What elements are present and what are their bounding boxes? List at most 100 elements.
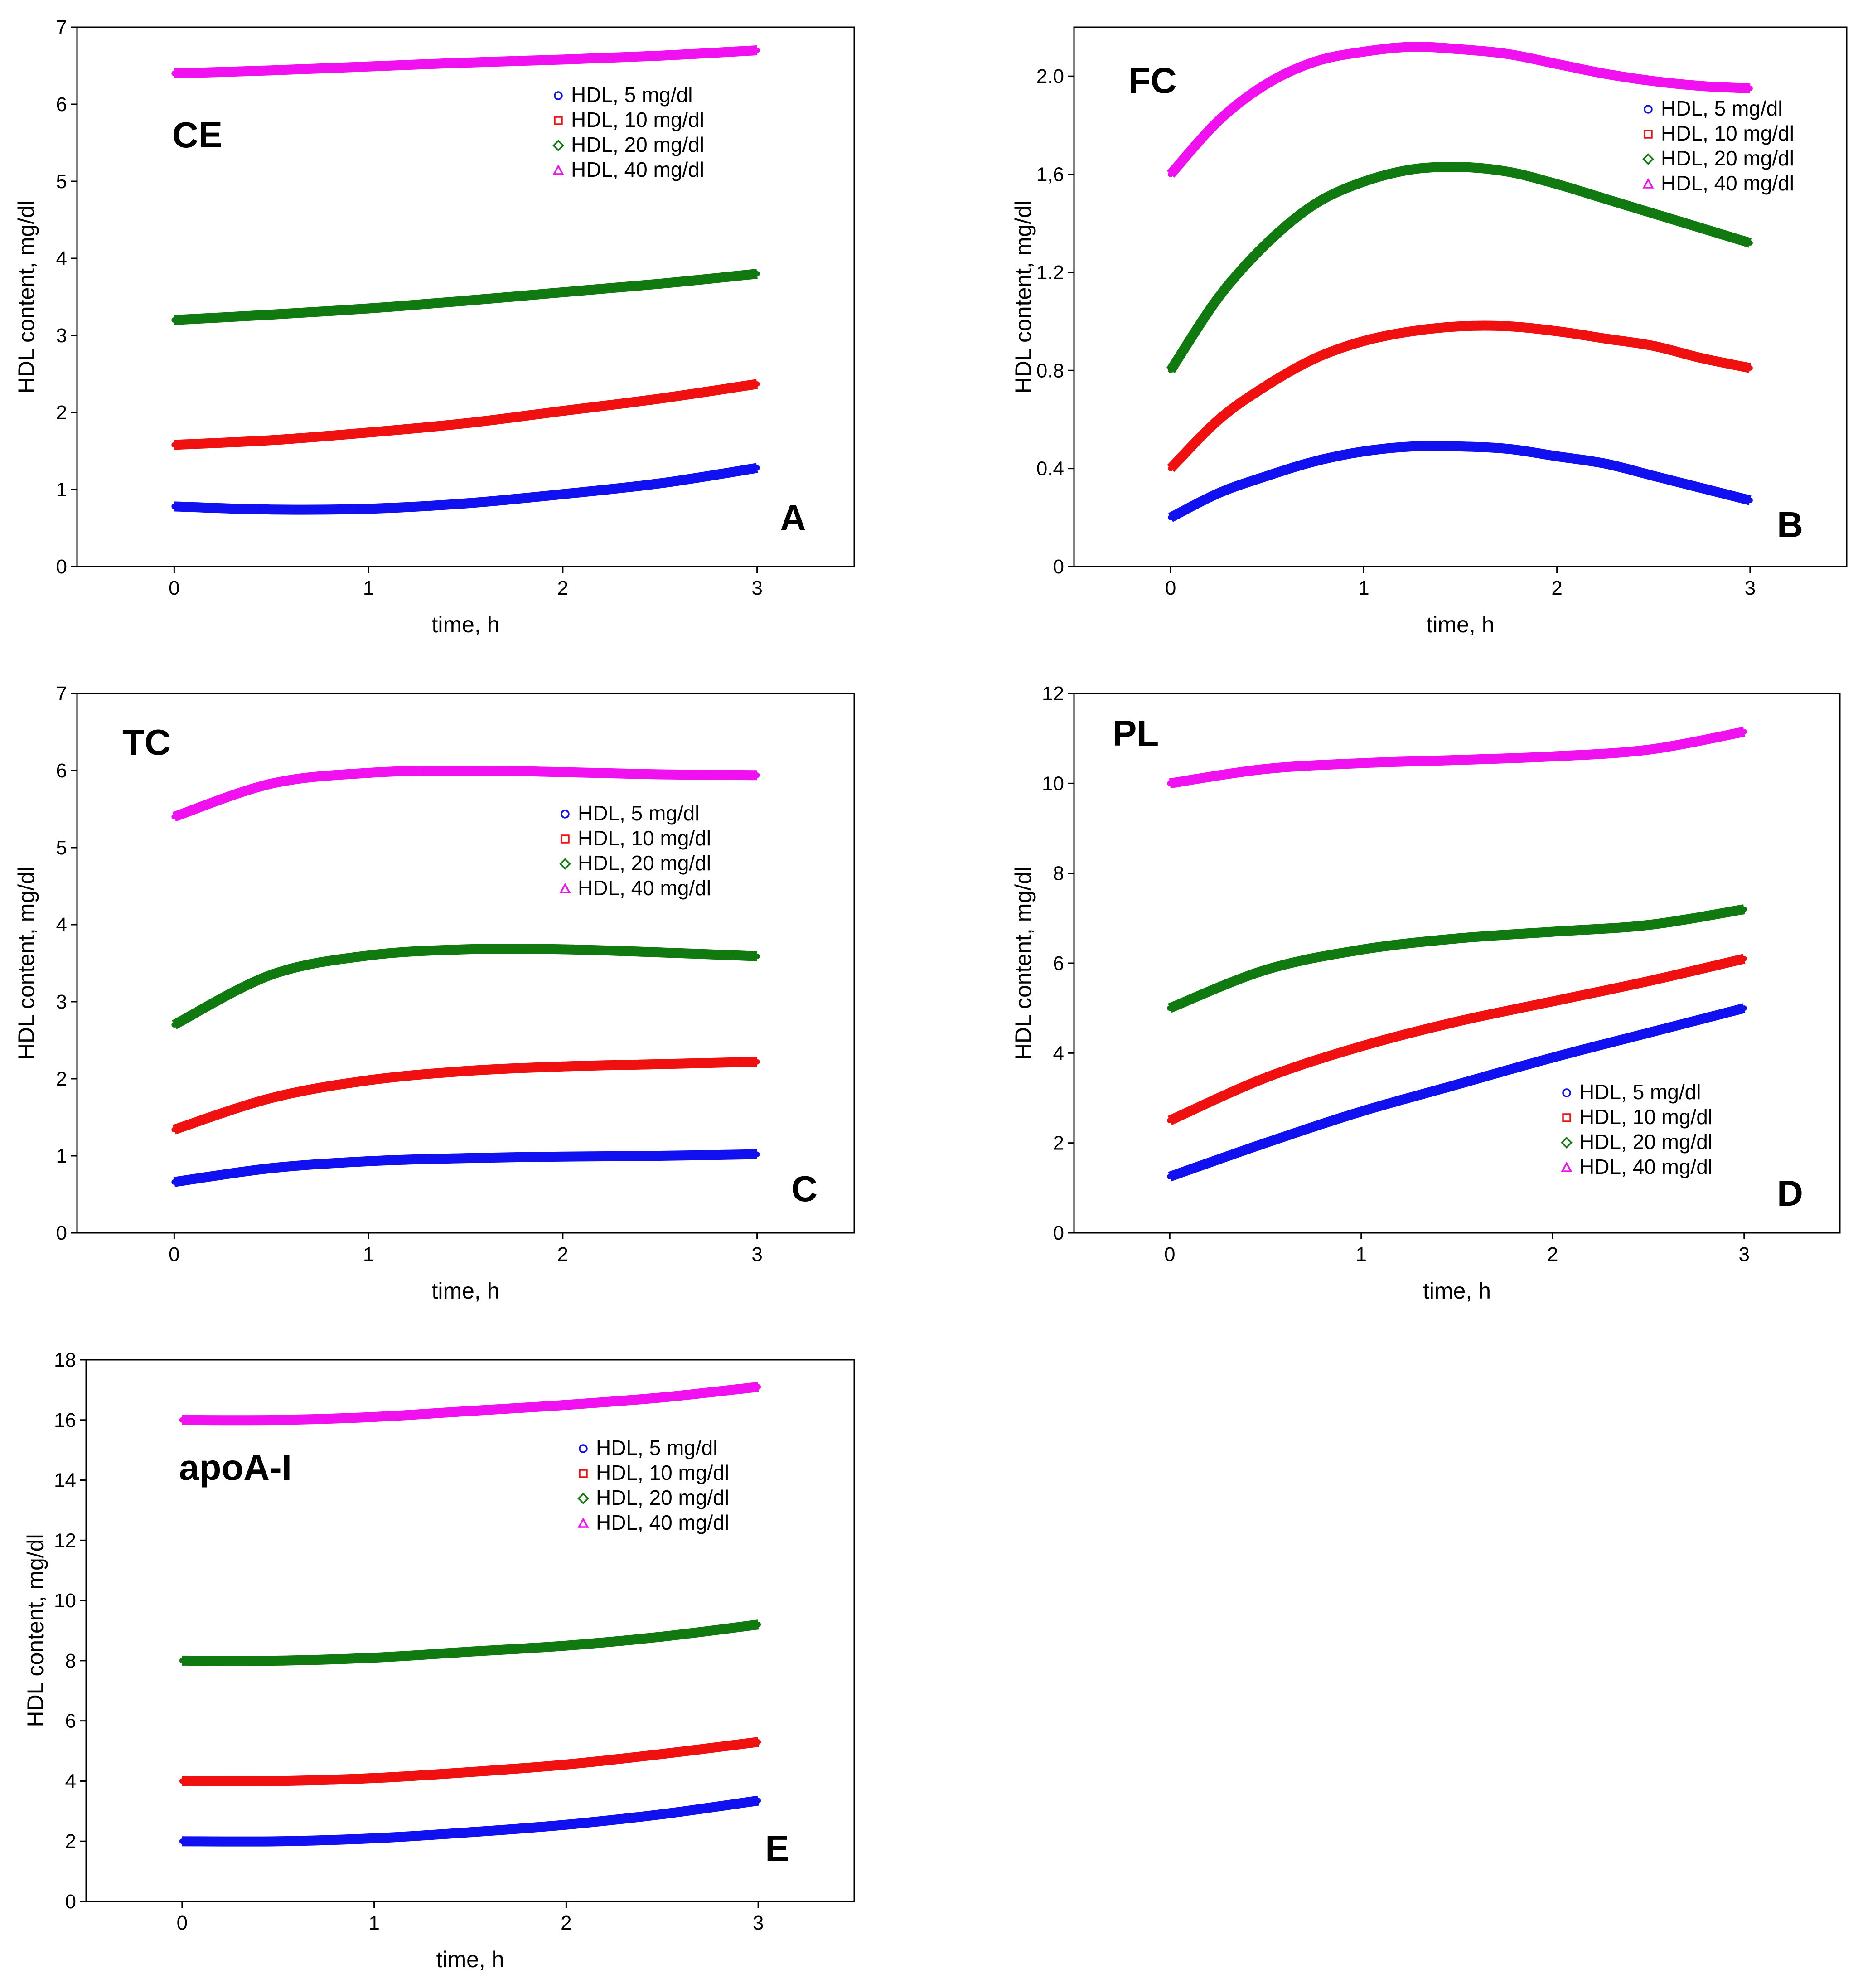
- data-point: [1264, 81, 1270, 87]
- legend-entry: HDL, 40 mg/dl: [1579, 1155, 1713, 1178]
- x-tick-label: 1: [363, 577, 374, 599]
- panel-title: TC: [122, 722, 171, 762]
- y-tick-label: 0.8: [1036, 359, 1064, 382]
- data-point: [1554, 61, 1560, 67]
- y-tick-label: 6: [65, 1710, 76, 1732]
- data-point: [1554, 328, 1560, 334]
- chart-panel-A: 0 1 2 3 4 5 6 7 0 1 2 3 time, h HDL content, mg/dl CE A…: [14, 16, 855, 637]
- data-point: [463, 500, 469, 506]
- data-point: [1506, 169, 1512, 175]
- data-point: [1550, 753, 1556, 759]
- data-point: [1312, 458, 1318, 464]
- legend-entry: HDL, 10 mg/dl: [596, 1461, 729, 1484]
- data-point: [1699, 83, 1705, 89]
- data-point: [171, 1127, 177, 1133]
- data-point: [1602, 71, 1608, 77]
- data-point: [754, 953, 760, 959]
- x-tick-label: 3: [1745, 577, 1756, 599]
- legend-entry: HDL, 5 mg/dl: [578, 801, 699, 825]
- data-point: [1167, 781, 1173, 786]
- data-point: [1650, 343, 1656, 349]
- y-tick-label: 14: [54, 1469, 76, 1492]
- data-point: [560, 1154, 566, 1159]
- legend-entry: HDL, 5 mg/dl: [596, 1436, 717, 1459]
- data-point: [1361, 49, 1367, 55]
- data-point: [1216, 417, 1222, 422]
- legend-entry: HDL, 20 mg/dl: [578, 851, 711, 875]
- plot-frame: [85, 1359, 855, 1902]
- legend-marker-diamond-icon: [552, 140, 564, 151]
- y-tick-label: 7: [56, 16, 67, 39]
- legend-marker-diamond-icon: [1561, 1137, 1573, 1149]
- legend-marker-circle-icon: [554, 91, 563, 100]
- data-point: [657, 950, 663, 955]
- data-point: [268, 1165, 274, 1171]
- y-axis-label: HDL content, mg/dl: [1011, 200, 1036, 393]
- legend-marker-square-icon: [561, 834, 570, 844]
- legend-entry: HDL, 10 mg/dl: [578, 826, 711, 850]
- data-point: [1264, 473, 1270, 479]
- y-tick-label: 1,6: [1036, 164, 1064, 186]
- y-tick-label: 6: [1053, 952, 1064, 975]
- data-point: [1699, 355, 1705, 361]
- data-point: [1550, 999, 1556, 1004]
- data-point: [754, 465, 760, 471]
- data-point: [1457, 46, 1463, 52]
- data-point: [275, 1658, 281, 1663]
- y-tick-label: 2: [65, 1830, 76, 1852]
- x-tick-label: 0: [169, 577, 179, 599]
- legend-marker-circle-icon: [579, 1444, 588, 1453]
- legend-marker-circle-icon: [561, 810, 570, 819]
- data-point: [1264, 382, 1270, 388]
- data-point: [1361, 448, 1367, 454]
- data-point: [560, 946, 566, 952]
- x-axis-label: time, h: [436, 1947, 504, 1972]
- y-tick-label: 10: [1042, 772, 1064, 795]
- y-axis-label: HDL content, mg/dl: [1011, 867, 1036, 1060]
- y-tick-label: 0: [65, 1891, 76, 1913]
- data-point: [563, 1643, 569, 1649]
- data-point: [1457, 323, 1463, 329]
- legend-entry: HDL, 40 mg/dl: [571, 158, 704, 181]
- data-point: [1264, 240, 1270, 246]
- data-point: [563, 1822, 569, 1828]
- data-point: [1168, 465, 1174, 471]
- legend-marker-triangle-icon: [577, 1517, 589, 1528]
- y-tick-label: 4: [56, 914, 67, 936]
- data-point: [1263, 766, 1268, 772]
- data-point: [275, 1417, 281, 1423]
- panel-title: PL: [1113, 713, 1159, 753]
- data-point: [366, 63, 372, 69]
- x-tick-label: 2: [557, 577, 568, 599]
- data-point: [268, 507, 274, 513]
- data-point: [1602, 196, 1608, 202]
- data-point: [463, 1155, 469, 1161]
- data-point: [371, 1775, 377, 1781]
- y-tick-label: 3: [56, 991, 67, 1013]
- data-point: [1506, 51, 1512, 57]
- data-point: [1454, 757, 1460, 763]
- y-tick-label: 5: [56, 837, 67, 859]
- data-point: [1312, 58, 1318, 64]
- data-point: [1361, 179, 1367, 184]
- data-point: [1409, 328, 1415, 334]
- data-point: [1358, 947, 1364, 953]
- data-point: [754, 381, 760, 387]
- data-point: [1650, 473, 1656, 479]
- x-tick-label: 3: [1739, 1243, 1750, 1266]
- data-point: [1454, 1081, 1460, 1087]
- panel-title: CE: [172, 115, 223, 155]
- data-point: [755, 1739, 761, 1745]
- x-tick-label: 2: [557, 1243, 568, 1266]
- legend-marker-square-icon: [1644, 130, 1653, 139]
- data-point: [1741, 956, 1747, 962]
- data-point: [179, 1778, 185, 1784]
- x-tick-label: 0: [169, 1243, 179, 1266]
- data-point: [371, 1655, 377, 1661]
- data-point: [1167, 1005, 1173, 1011]
- data-point: [755, 1798, 761, 1804]
- data-point: [657, 480, 663, 486]
- data-point: [366, 1077, 372, 1083]
